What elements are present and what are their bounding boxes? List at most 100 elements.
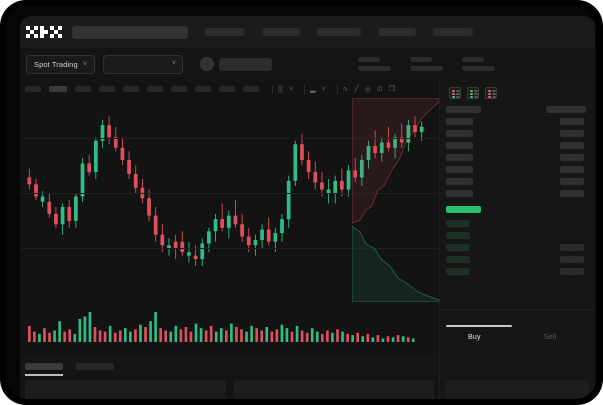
orderbook-header-right[interactable] [546,106,586,113]
okx-logo-icon[interactable] [26,25,64,39]
orderbook-ask-row-1[interactable] [446,118,473,125]
tab-buy[interactable]: Buy [468,334,481,341]
nav-search-field[interactable] [72,25,188,39]
orderbook-ask-size-4[interactable] [560,154,584,161]
orderbook-both-icon[interactable] [449,87,461,99]
orderbook-bid-row-3[interactable] [446,244,470,251]
timeframe-4[interactable] [99,86,115,92]
pair-selector[interactable]: ˅ [102,54,183,74]
wave-icon[interactable]: ∿ [342,85,349,93]
orderbook-header-left[interactable] [446,106,481,113]
stat-value-2 [409,66,443,71]
pair-avatar-icon [199,57,214,71]
nav-item-1[interactable] [205,28,245,36]
stat-block-1 [357,57,391,71]
orderbook-ask-row-4[interactable] [446,154,473,161]
camera-icon[interactable]: ◎ [364,85,371,93]
timeframe-6[interactable] [147,86,163,92]
orderbook-bid-row-5[interactable] [446,268,470,275]
orderbook-ask-row-3[interactable] [446,142,473,149]
bottom-tab-bar [20,356,439,376]
timeframe-7[interactable] [171,86,187,92]
stat-label-1 [357,57,380,62]
orderbook-bid-size-5[interactable] [560,268,584,275]
active-tab-indicator [446,325,512,327]
bottom-tab-1[interactable] [25,362,63,376]
timeframe-8[interactable] [195,86,211,92]
indicator-icon[interactable]: ▂ [310,85,316,93]
device-bezel: Spot Trading ˅ ˅ [6,6,597,399]
orderbook-bid-row-4[interactable] [446,256,470,263]
chart-toolbar: ▒ ˅ ▂ ˅ ∿ ╱ ◎ ⊙ ❐ [20,80,439,98]
candlestick-chart[interactable] [20,98,439,302]
orderbook-rows[interactable] [440,105,595,275]
toolbar-divider-2 [304,84,306,94]
volume-svg [28,312,415,342]
orderbook-ask-size-1[interactable] [560,118,584,125]
orderbook-ask-size-5[interactable] [560,166,584,173]
orderbook-ask-size-3[interactable] [560,142,584,149]
orderbook-ask-row-5[interactable] [446,166,473,173]
orderbook-asks-icon[interactable] [485,87,497,99]
orderbook-divider [440,309,595,310]
grid-line-2 [20,193,439,194]
settings-icon[interactable]: ⊙ [376,85,383,93]
bottom-panel-1[interactable] [25,380,226,399]
tab-sell[interactable]: Sell [544,334,557,341]
candles-icon[interactable]: ▒ [278,85,283,93]
sub-header: Spot Trading ˅ ˅ [20,48,595,80]
nav-item-2[interactable] [262,28,300,36]
nav-item-5[interactable] [433,28,473,36]
orderbook-bid-row-2[interactable] [446,232,470,239]
pencil-icon[interactable]: ╱ [354,85,359,93]
bottom-panel-2[interactable] [233,380,434,399]
trading-mode-label: Spot Trading [34,59,78,69]
orderbook-ask-row-6[interactable] [446,178,473,185]
timeframe-1[interactable] [25,86,41,92]
orderbook-ask-size-2[interactable] [560,130,584,137]
orderbook-bid-size-4[interactable] [560,256,584,263]
top-navigation-bar [20,16,595,48]
orderbook-bid-size-3[interactable] [560,244,584,251]
orderbook-ask-row-2[interactable] [446,130,473,137]
ticker-price [218,57,272,71]
timeframe-10[interactable] [243,86,259,92]
depth-chart-overlay [352,98,439,302]
price-field[interactable] [446,380,590,399]
chevron-down-icon[interactable]: ˅ [288,85,294,93]
orderbook-ask-size-6[interactable] [560,178,584,185]
stat-value-1 [357,66,391,71]
stat-label-3 [461,57,484,62]
timeframe-5[interactable] [123,86,139,92]
orderbook-bid-row-1[interactable] [446,220,470,227]
grid-line-1 [20,138,439,139]
chevron-down-icon-2[interactable]: ˅ [321,85,326,93]
nav-item-4[interactable] [378,28,416,36]
candles-svg [27,116,424,267]
orderbook-layout-toggles [440,80,595,105]
orderbook-ask-row-7[interactable] [446,190,473,197]
orderbook-ask-size-7[interactable] [560,190,584,197]
stat-block-2 [409,57,443,71]
orderbook-last-price-row[interactable] [446,206,481,213]
toolbar-divider-0 [272,84,273,94]
fullscreen-icon[interactable]: ❐ [388,85,395,93]
bottom-tab-2[interactable] [76,362,114,370]
nav-item-3[interactable] [317,28,361,36]
app-screen: Spot Trading ˅ ˅ [20,16,595,399]
buy-sell-tabs: Buy Sell [440,325,595,349]
trading-mode-selector[interactable]: Spot Trading ˅ [26,54,95,74]
timeframe-3[interactable] [75,86,91,92]
timeframe-2[interactable] [49,86,67,92]
timeframe-9[interactable] [219,86,235,92]
toolbar-divider-4 [336,84,338,94]
orderbook-bids-icon[interactable] [467,87,479,99]
orderbook-panel: Buy Sell [439,80,595,399]
volume-histogram [20,302,439,356]
chevron-down-icon-pair: ˅ [171,59,176,67]
stat-value-3 [461,66,495,71]
stat-label-2 [409,57,432,62]
bottom-panels [20,376,439,399]
chevron-down-icon: ˅ [82,60,87,68]
